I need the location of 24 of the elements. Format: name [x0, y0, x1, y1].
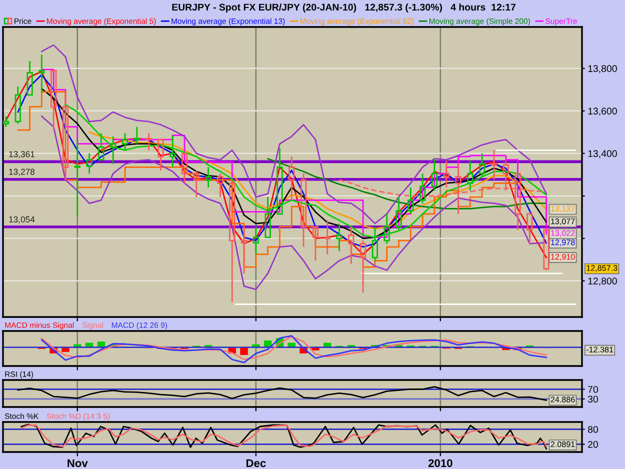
x-tick-label: Nov — [68, 459, 88, 468]
text: 12,857.3 — [586, 265, 618, 272]
y-tick-label: 30 — [588, 396, 598, 403]
y-tick-label: 12,800 — [588, 278, 617, 286]
x-tick-label: 2010 — [428, 459, 452, 468]
ref-line-label: 13,361 — [9, 151, 34, 158]
chart-title: EURJPY - Spot FX EUR/JPY (20-JAN-10) 12,857.3 (-1.30%) 4 hours 12:17 — [172, 3, 516, 13]
data-label: 13,077 — [551, 218, 575, 226]
data-label: 13,137 — [551, 206, 575, 212]
ref-line-label: 13,278 — [9, 168, 35, 176]
y-tick-label: 20 — [588, 440, 598, 448]
y-tick-label: 13,800 — [588, 65, 617, 74]
text: -12.381 — [586, 346, 614, 352]
data-label: 13,022 — [551, 230, 575, 237]
y-tick-label: 13,600 — [588, 108, 617, 116]
y-tick-label: 80 — [588, 426, 598, 433]
x-tick-label: Dec — [246, 459, 266, 468]
data-label: 12,978 — [551, 240, 575, 246]
ref-line-label: 13,054 — [9, 216, 35, 224]
data-label: 24.886 — [550, 396, 575, 402]
y-tick-label: 70 — [588, 386, 598, 393]
data-label: 2.0891 — [550, 441, 575, 448]
data-label: 12,910 — [551, 254, 575, 261]
y-tick-label: 13,400 — [588, 150, 617, 158]
